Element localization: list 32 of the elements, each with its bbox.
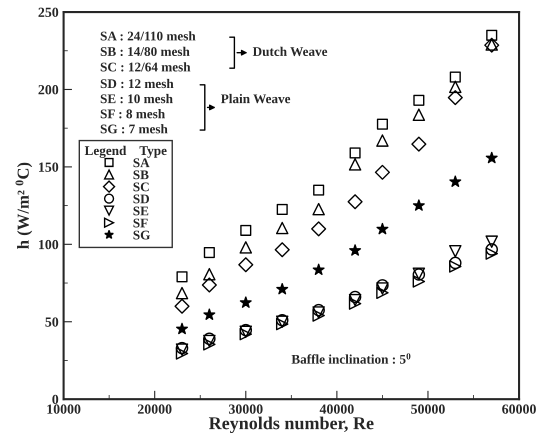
- annotation: SD : 12 mesh: [100, 78, 174, 88]
- y-tick-label: 50: [45, 317, 58, 327]
- legend-label: SC: [134, 182, 149, 192]
- y-axis-title: h (W/m² $^{0}$C): [16, 162, 32, 249]
- x-tick-label: 40000: [320, 404, 354, 414]
- legend-label: SF: [134, 218, 148, 228]
- y-tick-label: 250: [38, 8, 58, 17]
- y-tick-label: 150: [39, 162, 58, 172]
- x-tick-label: 50000: [411, 404, 445, 414]
- y-tick-label: 100: [39, 240, 58, 250]
- x-tick-label: 20000: [138, 404, 172, 414]
- x-tick-label: 10000: [47, 404, 80, 414]
- y-tick-label: 0: [52, 394, 58, 404]
- annotation: SA : 24/110 mesh: [100, 31, 196, 41]
- annotation: Baffle inclination : 5$^{0}$: [292, 353, 410, 364]
- legend-label: SG: [134, 230, 150, 240]
- annotation: Dutch Weave: [252, 46, 328, 56]
- legend-label: SB: [134, 170, 149, 180]
- annotation: SC : 12/64 mesh: [100, 62, 190, 72]
- y-tick-label: 200: [38, 85, 58, 94]
- x-axis-title: Reynolds number, Re: [208, 416, 374, 434]
- annotation: SG : 7 mesh: [100, 124, 168, 134]
- legend-title: Legend Type: [84, 146, 167, 158]
- legend-label: SE: [134, 206, 148, 216]
- annotation: SB : 14/80 mesh: [100, 46, 190, 56]
- x-tick-label: 60000: [502, 404, 536, 414]
- legend-label: SD: [134, 194, 150, 204]
- annotation: Plain Weave: [220, 94, 290, 104]
- annotation: SE : 10 mesh: [100, 94, 173, 104]
- annotation: SF : 8 mesh: [100, 109, 165, 118]
- legend-label: SA: [134, 158, 150, 168]
- x-tick-label: 30000: [228, 404, 263, 414]
